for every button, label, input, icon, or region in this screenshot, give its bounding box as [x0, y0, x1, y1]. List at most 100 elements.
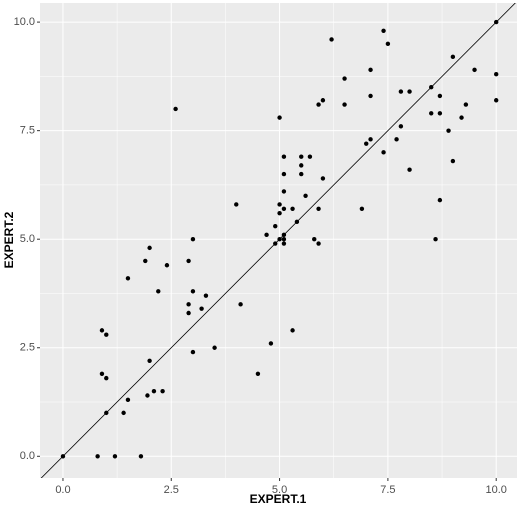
point: [147, 245, 152, 251]
point: [381, 28, 386, 33]
point: [437, 197, 443, 203]
marks: [40, 3, 516, 478]
y-tick-label: 0.0: [20, 450, 35, 462]
point: [307, 154, 313, 159]
point: [281, 154, 287, 159]
point: [234, 202, 239, 207]
point: [60, 454, 66, 459]
point: [125, 276, 131, 281]
point: [342, 76, 347, 81]
y-axis-title: EXPERT.2: [2, 211, 16, 268]
y-tick-label: 5.0: [20, 233, 35, 245]
point: [368, 137, 373, 142]
point: [273, 241, 278, 246]
point: [199, 306, 204, 311]
y-tick-label: 2.5: [20, 342, 35, 354]
point: [203, 293, 209, 298]
point: [368, 67, 373, 73]
x-tick-label: 2.5: [164, 484, 179, 496]
point: [494, 98, 499, 103]
point: [433, 236, 438, 242]
point: [385, 41, 391, 47]
point: [316, 102, 321, 107]
x-tick-label: 0.0: [55, 484, 70, 496]
x-tick-label: 7.5: [380, 484, 395, 496]
point: [160, 388, 165, 394]
x-tick-label: 10.0: [485, 484, 506, 496]
point: [281, 232, 287, 238]
point: [364, 141, 369, 146]
point: [494, 19, 499, 25]
point: [104, 375, 109, 381]
point: [238, 302, 243, 307]
point: [316, 241, 321, 246]
point: [429, 85, 434, 90]
point: [290, 206, 295, 212]
point: [437, 93, 443, 99]
point: [277, 115, 282, 120]
point: [138, 454, 144, 459]
point: [329, 37, 334, 42]
point: [112, 454, 118, 459]
point: [190, 289, 196, 294]
point: [437, 111, 443, 116]
point: [99, 328, 105, 333]
point: [381, 150, 386, 155]
point: [463, 102, 469, 107]
point: [312, 236, 317, 242]
point: [186, 310, 191, 316]
point: [407, 167, 412, 172]
point: [450, 54, 456, 60]
point: [359, 206, 365, 212]
point: [429, 111, 434, 116]
x-axis-title: EXPERT.1: [250, 492, 307, 506]
point: [494, 72, 499, 77]
point: [190, 349, 196, 355]
point: [459, 115, 464, 120]
point: [255, 371, 261, 376]
point: [125, 397, 131, 403]
point: [299, 171, 304, 177]
point: [320, 176, 326, 181]
point: [472, 67, 477, 73]
point: [273, 223, 278, 229]
point: [99, 371, 105, 376]
point: [186, 258, 191, 264]
point: [303, 193, 308, 198]
point: [143, 258, 148, 264]
point: [190, 236, 196, 242]
point: [277, 202, 282, 207]
y-tick-label: 7.5: [20, 125, 35, 137]
point: [450, 158, 456, 164]
point: [398, 124, 404, 129]
point: [281, 171, 287, 177]
point: [95, 454, 100, 459]
point: [277, 210, 282, 216]
point: [281, 241, 287, 246]
point: [156, 289, 161, 294]
x-tick-label: 5.0: [272, 484, 287, 496]
point: [164, 263, 170, 268]
point: [368, 93, 373, 99]
point: [277, 236, 282, 242]
point: [320, 98, 326, 103]
point: [299, 163, 304, 168]
point: [212, 345, 217, 350]
point: [281, 236, 287, 242]
point: [121, 410, 126, 416]
point: [342, 102, 347, 107]
point: [299, 154, 304, 159]
y-tick-label: 10.0: [14, 16, 35, 28]
point: [186, 302, 191, 307]
point: [407, 89, 412, 94]
point: [281, 206, 287, 212]
point: [151, 388, 157, 394]
point: [268, 341, 274, 346]
point: [446, 128, 451, 133]
point: [104, 410, 109, 416]
point: [398, 89, 404, 94]
point: [264, 232, 269, 238]
point: [294, 219, 300, 225]
point: [104, 332, 109, 337]
